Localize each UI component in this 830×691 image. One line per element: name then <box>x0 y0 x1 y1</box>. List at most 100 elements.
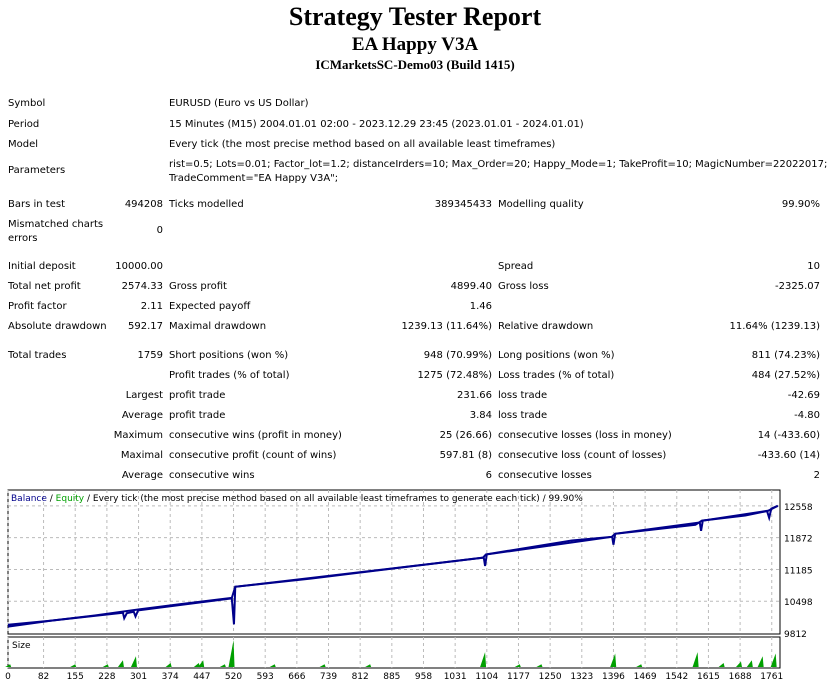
x-tick-label: 155 <box>67 672 84 682</box>
stat-cell: 1275 (72.48%) <box>417 370 492 381</box>
x-tick-label: 1542 <box>665 672 688 682</box>
stat-cell: 11.64% (1239.13) <box>729 321 820 332</box>
stat-cell: 494208 <box>124 199 163 210</box>
stat-cell: 2574.33 <box>121 281 163 292</box>
x-tick-label: 1031 <box>444 672 467 682</box>
stat-cell: consecutive losses <box>498 470 592 481</box>
stat-cell: loss trade <box>498 410 548 421</box>
size-bar <box>198 660 205 667</box>
x-tick-label: 739 <box>320 672 337 682</box>
x-tick-label: 1688 <box>729 672 752 682</box>
size-bar <box>770 653 777 667</box>
size-bar <box>365 664 372 667</box>
x-tick-label: 593 <box>257 672 274 682</box>
size-bar <box>117 660 124 667</box>
y-tick-label: 11185 <box>784 566 813 576</box>
stat-cell: 3.84 <box>469 410 492 421</box>
x-tick-label: 1761 <box>760 672 783 682</box>
size-label: Size <box>12 641 31 651</box>
size-plot-frame <box>7 636 781 669</box>
legend-balance: Balance <box>11 494 47 504</box>
legend-sep: / <box>47 494 56 504</box>
size-bar <box>269 664 276 667</box>
stat-cell: 1.46 <box>469 301 492 312</box>
stat-cell: 6 <box>485 470 492 481</box>
stat-cell: profit trade <box>169 390 226 401</box>
stat-cell: 484 (27.52%) <box>751 370 820 381</box>
x-tick-label: 666 <box>288 672 305 682</box>
info-value: 15 Minutes (M15) 2004.01.01 02:00 - 2023… <box>169 119 584 130</box>
stat-cell: 592.17 <box>128 321 163 332</box>
stat-cell: -433.60 (14) <box>757 450 820 461</box>
stat-cell: loss trade <box>498 390 548 401</box>
stat-cell: Maximal drawdown <box>169 321 267 332</box>
x-tick-label: 301 <box>130 672 147 682</box>
stat-cell: Total trades <box>8 350 67 361</box>
report-title: Strategy Tester Report <box>288 2 542 31</box>
size-bar <box>130 656 137 667</box>
legend-equity: Equity <box>56 494 85 504</box>
size-bar <box>514 664 521 667</box>
size-bar <box>219 664 226 667</box>
stat-cell: Maximum <box>113 430 163 441</box>
stat-cell: Gross loss <box>498 281 549 292</box>
stat-cell: consecutive wins <box>169 470 255 481</box>
stat-cell: Profit factor <box>8 301 67 312</box>
size-bar <box>718 662 725 667</box>
stat-cell: 1239.13 (11.64%) <box>401 321 492 332</box>
size-bar <box>636 664 643 667</box>
stat-cell: -4.80 <box>794 410 820 421</box>
size-bar <box>735 661 742 667</box>
x-tick-label: 0 <box>5 672 11 682</box>
stat-cell: 4899.40 <box>450 281 492 292</box>
size-bar <box>692 652 699 667</box>
y-tick-label: 9812 <box>784 630 807 640</box>
y-tick-label: 11872 <box>784 535 813 545</box>
x-tick-label: 82 <box>38 672 49 682</box>
info-label: Period <box>8 119 40 130</box>
stat-cell: Initial deposit <box>8 261 76 272</box>
svg-text:Balance / Equity / Every tick: Balance / Equity / Every tick (the most … <box>11 494 583 504</box>
stat-cell: 2.11 <box>140 301 163 312</box>
account-info: ICMarketsSC-Demo03 (Build 1415) <box>315 57 515 72</box>
balance-chart: Balance / Equity / Every tick (the most … <box>5 489 813 682</box>
stat-cell: Relative drawdown <box>498 321 594 332</box>
stat-cell: Loss trades (% of total) <box>498 370 615 381</box>
x-tick-label: 1323 <box>570 672 593 682</box>
stat-cell: 0 <box>156 225 163 236</box>
size-bar <box>5 664 12 667</box>
stat-cell: -42.69 <box>787 390 820 401</box>
size-bar <box>228 640 235 667</box>
stat-cell: Bars in test <box>8 199 65 210</box>
x-tick-label: 1104 <box>475 672 498 682</box>
stat-cell: 597.81 (8) <box>439 450 492 461</box>
x-tick-label: 228 <box>98 672 115 682</box>
stat-cell: Gross profit <box>169 281 227 292</box>
info-value-line2: TradeComment="EA Happy V3A"; <box>169 173 339 184</box>
info-value: EURUSD (Euro vs US Dollar) <box>169 98 309 109</box>
info-label: Model <box>8 139 39 150</box>
stat-cell: Average <box>121 410 163 421</box>
x-tick-label: 1615 <box>697 672 720 682</box>
x-tick-label: 958 <box>415 672 432 682</box>
stat-cell: 811 (74.23%) <box>751 350 820 361</box>
stat-cell: Ticks modelled <box>169 199 244 210</box>
legend-description: / Every tick (the most precise method ba… <box>84 494 583 504</box>
stat-cell: Total net profit <box>8 281 81 292</box>
stat-cell: Long positions (won %) <box>498 350 615 361</box>
size-bar <box>536 664 543 667</box>
size-bar <box>319 664 326 667</box>
stat-cell: Modelling quality <box>498 199 584 210</box>
stat-cell: 14 (-433.60) <box>757 430 820 441</box>
info-value: rist=0.5; Lots=0.01; Factor_lot=1.2; dis… <box>169 159 828 170</box>
stat-cell: 99.90% <box>781 199 820 210</box>
y-tick-label: 10498 <box>784 598 813 608</box>
stat-cell: Spread <box>498 261 534 272</box>
info-value: Every tick (the most precise method base… <box>169 139 556 150</box>
x-tick-label: 1396 <box>602 672 625 682</box>
size-bar <box>757 656 764 667</box>
size-bar <box>102 664 109 667</box>
x-tick-label: 812 <box>352 672 369 682</box>
balance-line <box>7 504 779 626</box>
y-tick-label: 12558 <box>784 503 813 513</box>
